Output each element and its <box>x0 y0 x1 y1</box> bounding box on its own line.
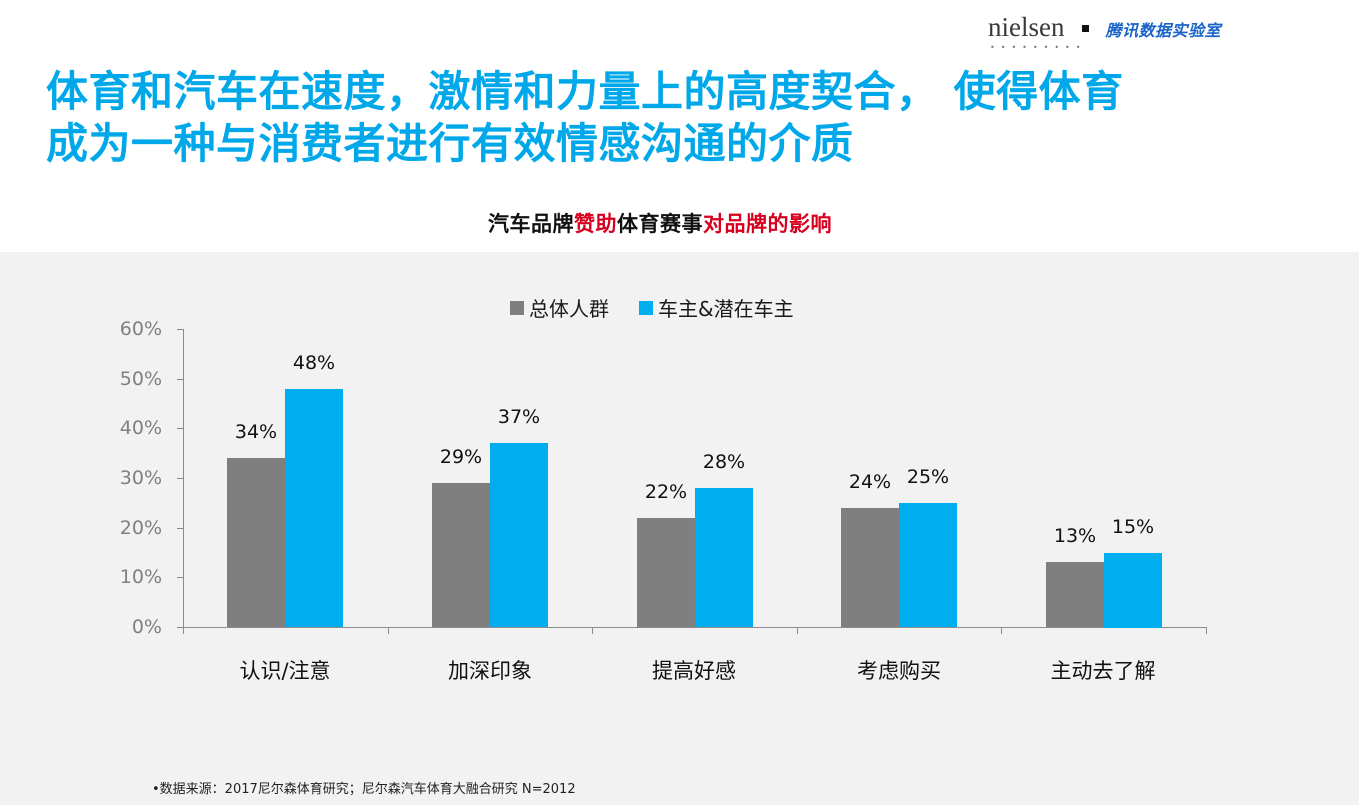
legend-item-owners: 车主&潜在车主 <box>639 293 794 322</box>
separator-square-icon <box>1082 25 1090 32</box>
x-category-label: 加深印象 <box>448 659 532 683</box>
page-title: 体育和汽车在速度，激情和力量上的高度契合， 使得体育 成为一种与消费者进行有效情… <box>46 66 1326 170</box>
bar-total <box>841 508 899 627</box>
chart-title: 汽车品牌赞助体育赛事对品牌的影响 <box>0 208 1320 238</box>
chart-title-highlight: 对品牌的影响 <box>703 212 832 236</box>
legend-swatch-icon <box>639 300 653 315</box>
y-tick <box>177 627 183 628</box>
x-category-label: 考虑购买 <box>857 659 941 683</box>
bar-total <box>1046 562 1104 627</box>
y-tick <box>177 428 183 429</box>
y-tick-label: 30% <box>119 467 162 489</box>
y-tick <box>177 379 183 380</box>
x-category-label: 提高好感 <box>652 659 736 683</box>
x-axis <box>183 627 1206 628</box>
data-label: 13% <box>1053 525 1097 547</box>
y-tick-label: 50% <box>119 368 162 390</box>
y-tick-label: 20% <box>119 517 162 539</box>
x-tick <box>1206 627 1207 634</box>
title-line-1: 体育和汽车在速度，激情和力量上的高度契合， 使得体育 <box>46 67 1124 116</box>
y-tick <box>177 528 183 529</box>
y-tick-label: 0% <box>131 616 162 638</box>
bar-owners <box>285 389 343 627</box>
data-label: 28% <box>702 451 746 473</box>
y-tick-label: 60% <box>119 318 162 340</box>
bar-owners <box>899 503 957 627</box>
bar-owners <box>490 443 548 627</box>
header-area <box>0 0 1359 252</box>
legend-swatch-icon <box>510 300 524 315</box>
title-line-2: 成为一种与消费者进行有效情感沟通的介质 <box>46 119 854 168</box>
y-axis <box>183 329 184 628</box>
chart-title-part: 体育赛事 <box>617 212 703 236</box>
bar-total <box>227 458 285 627</box>
data-label: 24% <box>848 471 892 493</box>
chart-title-part: 汽车品牌 <box>488 212 574 236</box>
legend-item-total: 总体人群 <box>510 293 609 322</box>
x-tick <box>1001 627 1002 634</box>
bar-total <box>637 518 695 627</box>
bar-owners <box>695 488 753 627</box>
data-label: 22% <box>644 481 688 503</box>
nielsen-dots: ••••••••• <box>990 43 1087 52</box>
bar-total <box>432 483 490 627</box>
chart-legend: 总体人群 车主&潜在车主 <box>510 293 824 322</box>
data-label: 34% <box>234 421 278 443</box>
tencent-data-lab-logo: 腾讯数据实验室 <box>1105 21 1221 40</box>
x-tick <box>388 627 389 634</box>
nielsen-logo: nielsen ••••••••• <box>988 12 1087 52</box>
y-tick <box>177 577 183 578</box>
y-tick <box>177 478 183 479</box>
data-source-footnote: •数据来源：2017尼尔森体育研究；尼尔森汽车体育大融合研究 N=2012 <box>152 782 576 797</box>
x-tick <box>797 627 798 634</box>
bar-owners <box>1104 553 1162 628</box>
x-category-label: 主动去了解 <box>1050 659 1156 683</box>
data-label: 29% <box>439 446 483 468</box>
data-label: 48% <box>292 352 336 374</box>
x-tick <box>183 627 184 634</box>
data-label: 15% <box>1111 516 1155 538</box>
x-tick <box>592 627 593 634</box>
y-tick-label: 10% <box>119 566 162 588</box>
x-category-label: 认识/注意 <box>239 659 331 683</box>
y-tick-label: 40% <box>119 417 162 439</box>
data-label: 25% <box>906 466 950 488</box>
brand-logos: nielsen ••••••••• 腾讯数据实验室 <box>988 12 1221 52</box>
chart-title-highlight: 赞助 <box>574 212 617 236</box>
data-label: 37% <box>497 406 541 428</box>
y-tick <box>177 329 183 330</box>
